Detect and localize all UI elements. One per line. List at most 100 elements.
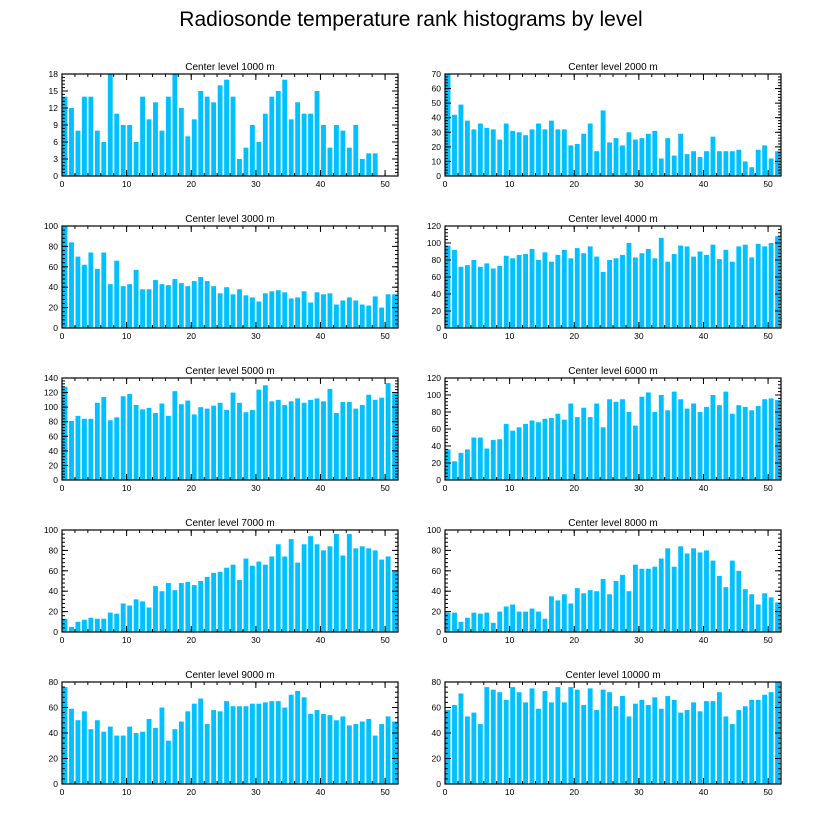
y-tick-label: 40 <box>432 728 442 738</box>
x-tick-label: 30 <box>251 331 261 341</box>
histogram-bar <box>768 597 774 632</box>
panel-title: Center level 5000 m <box>185 366 275 377</box>
histogram-bar <box>172 729 178 784</box>
histogram-bar <box>691 403 696 480</box>
histogram-bar <box>445 449 451 480</box>
histogram-bar <box>372 296 378 328</box>
x-tick-label: 40 <box>699 635 709 645</box>
histogram-bar <box>542 418 548 480</box>
histogram-bar <box>237 706 242 784</box>
histogram-bar <box>697 157 703 176</box>
histogram-bar <box>600 578 606 632</box>
y-tick-label: 0 <box>53 475 58 485</box>
histogram-bar <box>243 147 249 176</box>
histogram-bar <box>321 125 326 176</box>
histogram-bar <box>723 587 729 632</box>
histogram-bar <box>75 130 81 176</box>
histogram-bar <box>490 440 496 480</box>
histogram-bar <box>497 439 503 480</box>
histogram-bar <box>346 297 352 328</box>
histogram-bar <box>523 611 528 632</box>
x-tick-label: 10 <box>122 483 132 493</box>
y-tick-label: 120 <box>427 373 441 383</box>
x-tick-label: 40 <box>316 483 326 493</box>
histogram-bar <box>62 687 68 784</box>
panel-title: Center level 6000 m <box>568 366 658 377</box>
x-tick-label: 10 <box>122 635 132 645</box>
histogram-bar <box>282 292 288 328</box>
histogram-bar <box>645 133 651 176</box>
histogram-bar <box>224 410 229 480</box>
histogram-bar <box>775 236 780 328</box>
histogram-bar <box>262 702 268 784</box>
histogram-bar <box>574 248 580 328</box>
histogram-bar <box>632 425 638 480</box>
histogram-bar <box>729 724 735 784</box>
histogram-bar <box>153 586 158 632</box>
histogram-bar <box>516 692 522 784</box>
histogram-bar <box>710 136 716 176</box>
histogram-bar <box>101 618 107 632</box>
histogram-bar <box>497 611 503 632</box>
histogram-bar <box>632 703 638 784</box>
histogram-bar <box>88 617 94 632</box>
histogram-bar <box>639 396 645 480</box>
histogram-bar <box>140 601 145 632</box>
histogram-bar <box>581 253 587 328</box>
histogram-bar <box>568 603 574 632</box>
histogram-bar <box>484 687 490 784</box>
histogram-bar <box>308 302 313 328</box>
histogram-bar <box>516 254 522 328</box>
x-tick-label: 30 <box>251 179 261 189</box>
histogram-bar <box>211 572 217 632</box>
histogram-bar <box>146 718 152 784</box>
x-tick-label: 20 <box>569 331 579 341</box>
histogram-bar <box>594 151 600 176</box>
histogram-bar <box>561 702 567 784</box>
histogram-bar <box>140 289 145 328</box>
histogram-bar <box>723 249 729 328</box>
histogram-bar <box>503 123 509 176</box>
histogram-bar <box>198 698 204 784</box>
histogram-bar <box>697 552 703 632</box>
x-tick-label: 50 <box>763 483 773 493</box>
panel-9: Center level 9000 m 0 10 20 30 40 50 0 20 40 60 80 <box>49 670 399 797</box>
histogram-bar <box>88 418 94 480</box>
histogram-bar <box>742 406 748 480</box>
histogram-bar <box>516 611 522 632</box>
histogram-bar <box>775 602 780 632</box>
y-tick-label: 100 <box>44 221 58 231</box>
histogram-bar <box>146 607 152 632</box>
histogram-bar <box>710 701 716 784</box>
histogram-bar <box>445 612 451 632</box>
histogram-bar <box>452 114 457 176</box>
x-tick-label: 0 <box>60 635 65 645</box>
y-tick-label: 120 <box>44 388 58 398</box>
histogram-bar <box>607 260 612 328</box>
histogram-bar <box>114 113 120 176</box>
histogram-bar <box>340 130 346 176</box>
histogram-bar <box>230 564 236 632</box>
x-tick-label: 0 <box>443 179 448 189</box>
histogram-bar <box>762 593 768 632</box>
histogram-bar <box>353 724 359 784</box>
y-tick-label: 60 <box>432 424 442 434</box>
histogram-bar <box>75 256 81 328</box>
histogram-bar <box>665 410 671 480</box>
histogram-bar <box>452 704 457 784</box>
y-tick-label: 20 <box>432 458 442 468</box>
y-tick-label: 3 <box>53 154 58 164</box>
histogram-bar <box>288 539 294 632</box>
histogram-bar <box>295 690 301 784</box>
histogram-bar <box>372 399 378 480</box>
y-tick-label: 80 <box>49 417 59 427</box>
panel-4: Center level 4000 m 0 10 20 30 40 50 0 20 40 60 80 1… <box>427 214 782 341</box>
histogram-bar <box>120 286 126 328</box>
histogram-bar <box>594 591 600 632</box>
histogram-bar <box>204 408 210 480</box>
histogram-bar <box>768 158 774 176</box>
histogram-bar <box>217 293 223 328</box>
histogram-bar <box>127 605 133 632</box>
y-tick-label: 0 <box>436 171 441 181</box>
histogram-bar <box>159 130 165 176</box>
